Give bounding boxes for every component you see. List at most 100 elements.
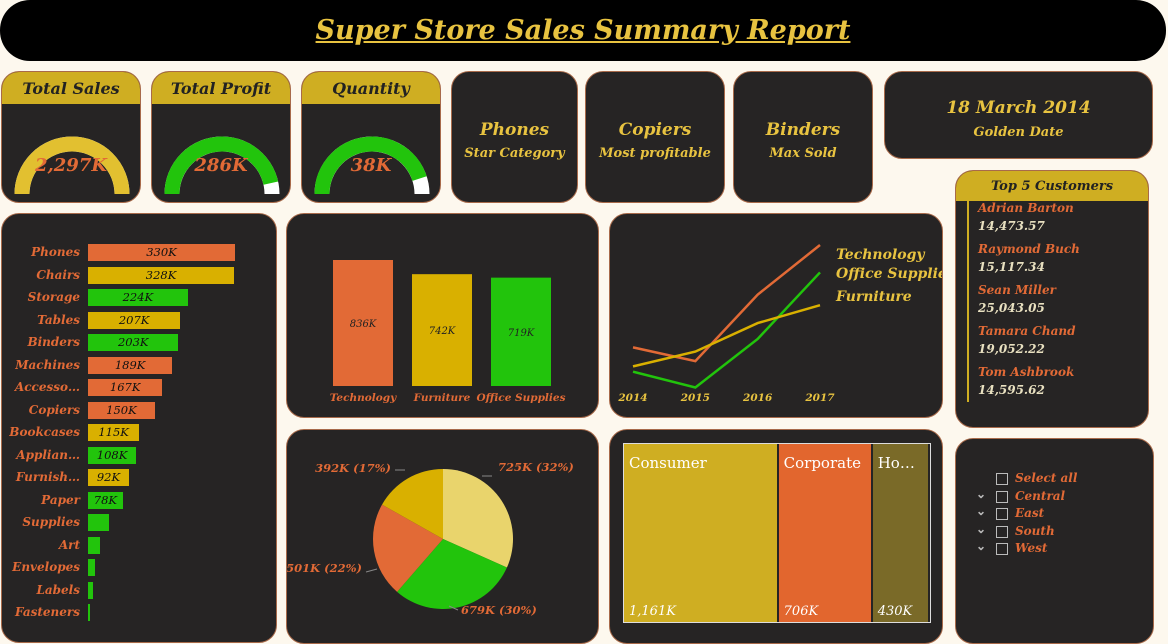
bar[interactable] [88, 536, 101, 554]
customer-divider [967, 197, 969, 238]
subcategory-sales-chart[interactable]: Phones 330K Chairs 328K Storage 224K Tables 207… [1, 213, 277, 643]
treemap-label: Consumer [629, 454, 707, 472]
region-slicer[interactable]: Select all ⌄ Central ⌄ East ⌄ South ⌄ West [955, 438, 1154, 644]
top-customers-panel[interactable]: Top 5 Customers Adrian Barton 14,473.57 Ra… [955, 170, 1149, 428]
treemap-cell[interactable]: Corporate 706K [778, 444, 871, 622]
kpi-value: 286K [194, 155, 248, 176]
bar-value-label: 207K [118, 312, 150, 327]
chevron-down-icon[interactable]: ⌄ [976, 521, 987, 536]
bar[interactable] [88, 289, 188, 306]
checkbox[interactable] [996, 490, 1008, 503]
customer-sales: 25,043.05 [978, 301, 1045, 315]
bar[interactable] [88, 401, 155, 419]
bar-category-label: Copiers [28, 402, 80, 417]
bar-category-label: Applian… [16, 447, 80, 462]
x-tick-label: 2017 [804, 392, 835, 404]
customer-name[interactable]: Raymond Buch [978, 242, 1080, 256]
treemap-label: Ho… [877, 454, 915, 472]
series-line[interactable] [632, 271, 821, 389]
pie-leader-line [448, 605, 459, 611]
treemap-cell[interactable]: Consumer 1,161K [624, 444, 777, 622]
kpi-quantity[interactable]: Quantity 38K [301, 71, 441, 203]
card-max-sold[interactable]: Binders Max Sold [733, 71, 873, 203]
checkbox[interactable] [996, 473, 1008, 485]
series-label: Office Supplies [836, 266, 943, 282]
chevron-down-icon[interactable]: ⌄ [976, 539, 987, 553]
bar[interactable] [88, 356, 173, 374]
checkbox[interactable] [996, 543, 1008, 555]
bar[interactable] [88, 334, 179, 351]
slicer-option[interactable]: ⌄ East [956, 504, 1153, 522]
slicer-option[interactable]: ⌄ West [956, 539, 1153, 557]
report-title: Super Store Sales Summary Report [315, 15, 851, 46]
bar-value-label: 719K [508, 328, 535, 339]
pie-slice[interactable] [373, 504, 443, 592]
kpi-label: Total Profit [152, 72, 290, 104]
bar[interactable] [88, 379, 163, 396]
customer-sales: 19,052.22 [978, 342, 1045, 356]
customer-name[interactable]: Sean Miller [978, 283, 1056, 297]
bar-value-label: 328K [145, 267, 177, 282]
bar-value-label: 330K [146, 245, 177, 259]
card-golden-date[interactable]: 18 March 2014 Golden Date [884, 71, 1153, 159]
bar-category-label: Envelopes [12, 560, 80, 574]
slicer-option[interactable]: ⌄ Central [956, 486, 1153, 505]
bar[interactable] [88, 581, 94, 599]
kpi-total-sales[interactable]: Total Sales 2,297K [1, 71, 141, 203]
customer-sales: 15,117.34 [978, 260, 1045, 274]
bar-category-label: Furnish… [15, 470, 80, 484]
slicer-option-label: East [1015, 506, 1045, 520]
segment-pie-chart[interactable]: 725K (32%) 679K (30%) 501K (22%) 392K (17%) [286, 429, 599, 644]
card-star-category[interactable]: Phones Star Category [451, 71, 578, 203]
customer-name[interactable]: Adrian Barton [978, 201, 1074, 215]
customer-name[interactable]: Tamara Chand [978, 324, 1076, 338]
bar[interactable] [412, 274, 472, 386]
bar-value-label: 167K [109, 380, 141, 394]
slicer-option-label: Central [1015, 488, 1066, 503]
bar-category-label: Phones [31, 245, 80, 259]
card-title: Binders [765, 120, 841, 140]
bar-value-label: 203K [117, 335, 149, 349]
bar[interactable] [88, 266, 235, 284]
bar[interactable] [88, 559, 96, 576]
bar[interactable] [88, 311, 181, 329]
checkbox[interactable] [996, 508, 1008, 520]
card-title: Copiers [618, 120, 692, 140]
x-tick-label: 2014 [617, 392, 647, 404]
pie-slice[interactable] [443, 469, 513, 568]
chevron-down-icon[interactable]: ⌄ [976, 504, 987, 518]
bar[interactable] [88, 424, 140, 441]
bar[interactable] [88, 604, 90, 621]
pie-slice[interactable] [382, 469, 443, 539]
bar[interactable] [88, 514, 109, 531]
series-line[interactable] [632, 244, 821, 363]
checkbox[interactable] [996, 525, 1008, 538]
kpi-total-profit[interactable]: Total Profit 286K [151, 71, 291, 203]
slicer-option[interactable]: ⌄ South [956, 521, 1153, 540]
pie-data-label: 501K (22%) [287, 561, 362, 575]
bar[interactable] [88, 244, 235, 261]
bar[interactable] [88, 491, 123, 509]
x-tick-label: 2015 [680, 392, 710, 404]
slicer-option[interactable]: Select all [956, 471, 1153, 487]
treemap-value: 1,161K [629, 604, 676, 619]
treemap-cell[interactable]: Ho… 430K [872, 444, 928, 622]
customer-sales: 14,595.62 [978, 383, 1045, 397]
bar[interactable] [88, 469, 129, 486]
bar-category-label: Fasteners [14, 605, 80, 619]
customer-name[interactable]: Tom Ashbrook [978, 365, 1075, 379]
chevron-down-icon[interactable]: ⌄ [976, 486, 987, 501]
pie-slice[interactable] [397, 539, 507, 609]
category-sales-chart[interactable]: 836K Technology 742K Furniture 719K Office Su… [286, 213, 599, 418]
bar[interactable] [88, 446, 137, 464]
segment-treemap[interactable]: Consumer 1,161K Corporate 706K Ho… 430K [609, 429, 943, 644]
bar-value-label: 836K [350, 319, 377, 330]
card-title: Phones [479, 120, 550, 140]
bar[interactable] [333, 260, 393, 386]
series-line[interactable] [632, 303, 821, 368]
card-subtitle: Star Category [464, 146, 565, 161]
yearly-sales-line-chart[interactable]: Technology Office Supplies Furniture 2014 20… [609, 213, 943, 418]
bar-value-label: 92K [96, 470, 121, 484]
bar[interactable] [491, 277, 551, 386]
card-most-profitable[interactable]: Copiers Most profitable [585, 71, 725, 203]
